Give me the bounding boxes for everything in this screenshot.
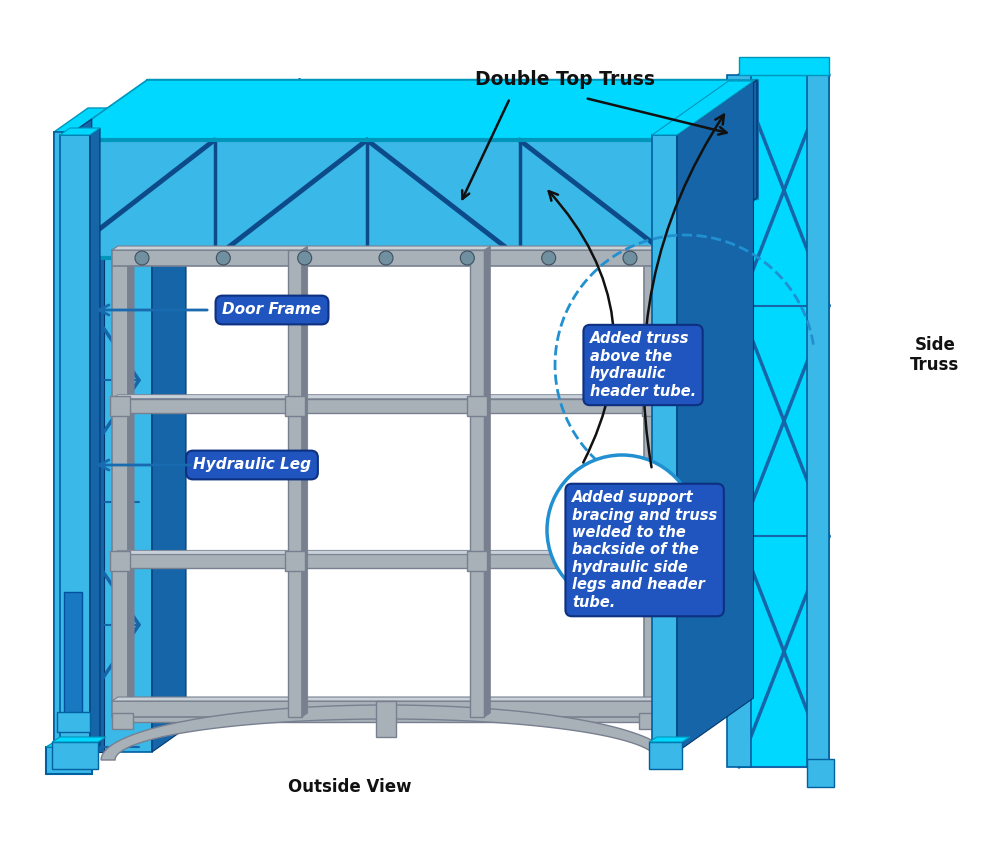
Bar (642, 396, 662, 416)
Polygon shape (580, 550, 664, 562)
Polygon shape (288, 250, 302, 717)
Circle shape (217, 251, 231, 265)
Polygon shape (672, 80, 757, 258)
Polygon shape (644, 250, 660, 717)
Bar (467, 551, 487, 571)
Bar (285, 551, 305, 571)
Polygon shape (62, 140, 672, 258)
Circle shape (542, 251, 555, 265)
Polygon shape (54, 132, 152, 752)
Polygon shape (152, 108, 186, 752)
Circle shape (460, 251, 474, 265)
Polygon shape (112, 701, 660, 717)
Polygon shape (62, 119, 92, 258)
Polygon shape (484, 246, 490, 717)
Polygon shape (470, 250, 484, 717)
Polygon shape (112, 250, 128, 717)
Bar (285, 396, 305, 416)
Text: Door Frame: Door Frame (223, 303, 322, 317)
Polygon shape (64, 592, 82, 717)
Polygon shape (112, 395, 666, 398)
Polygon shape (660, 246, 666, 717)
Polygon shape (52, 737, 106, 742)
Text: Added support
bracing and truss
welded to the
backside of the
hydraulic side
leg: Added support bracing and truss welded t… (572, 490, 717, 610)
Polygon shape (82, 132, 104, 752)
Polygon shape (112, 551, 666, 554)
Polygon shape (101, 705, 671, 760)
Polygon shape (807, 75, 829, 767)
Circle shape (379, 251, 393, 265)
Polygon shape (57, 712, 90, 732)
Circle shape (623, 251, 637, 265)
Text: Side
Truss: Side Truss (911, 336, 959, 374)
Polygon shape (52, 742, 98, 769)
Polygon shape (302, 246, 308, 717)
Polygon shape (60, 135, 90, 752)
FancyArrowPatch shape (548, 192, 614, 463)
Text: Added truss
above the
hydraulic
header tube.: Added truss above the hydraulic header t… (590, 332, 696, 398)
Polygon shape (54, 132, 82, 752)
Polygon shape (46, 747, 92, 774)
Text: Double Top Truss: Double Top Truss (475, 70, 655, 90)
Polygon shape (617, 512, 627, 550)
Text: Hydraulic Leg: Hydraulic Leg (193, 457, 311, 473)
Polygon shape (677, 81, 753, 752)
Circle shape (298, 251, 312, 265)
Polygon shape (649, 742, 682, 769)
Polygon shape (112, 250, 660, 266)
Circle shape (135, 251, 149, 265)
Bar (110, 396, 130, 416)
Polygon shape (147, 80, 757, 198)
Polygon shape (46, 742, 100, 747)
Polygon shape (739, 75, 829, 767)
Polygon shape (90, 128, 100, 752)
Polygon shape (62, 80, 757, 140)
Circle shape (547, 455, 697, 605)
Polygon shape (112, 705, 660, 722)
Polygon shape (112, 697, 666, 701)
Polygon shape (739, 57, 829, 75)
Polygon shape (580, 498, 664, 512)
Polygon shape (54, 108, 186, 132)
Polygon shape (60, 128, 100, 135)
Polygon shape (807, 759, 834, 787)
Bar (467, 396, 487, 416)
Polygon shape (652, 81, 753, 135)
Polygon shape (112, 554, 660, 569)
Bar (110, 551, 130, 571)
Polygon shape (128, 246, 134, 717)
Bar (642, 551, 662, 571)
Polygon shape (639, 713, 660, 729)
Polygon shape (54, 132, 82, 752)
Polygon shape (112, 713, 133, 729)
Polygon shape (649, 737, 690, 742)
Polygon shape (652, 135, 677, 752)
Polygon shape (376, 701, 396, 737)
Polygon shape (112, 246, 666, 250)
Polygon shape (727, 75, 751, 767)
FancyArrowPatch shape (644, 115, 724, 468)
Polygon shape (112, 398, 660, 413)
Polygon shape (580, 493, 671, 498)
Text: Outside View: Outside View (288, 778, 412, 796)
